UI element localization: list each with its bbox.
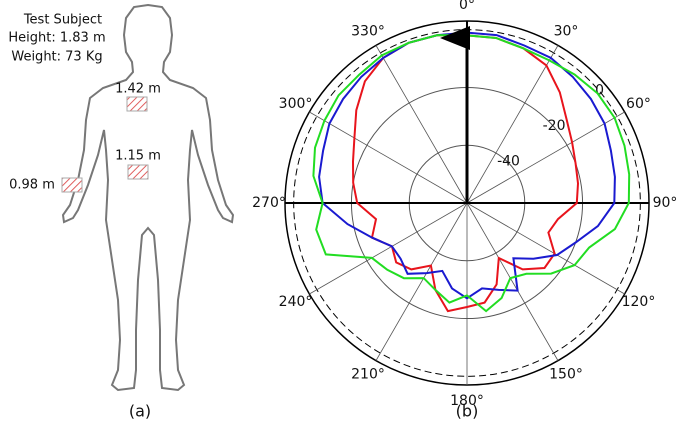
r-tick-label: -40: [497, 153, 520, 169]
sensor-patch: [127, 97, 147, 111]
panel-caption: (a): [129, 402, 151, 421]
theta-tick-label: 120°: [622, 294, 656, 310]
theta-grid-line: [376, 45, 467, 203]
theta-grid-line: [309, 203, 467, 294]
theta-tick-label: 150°: [549, 366, 583, 382]
r-tick-label: -20: [543, 118, 566, 134]
theta-tick-label: 60°: [626, 96, 651, 112]
sensor-label: 1.15 m: [115, 149, 161, 164]
sensor-label: 0.98 m: [9, 178, 55, 193]
theta-tick-label: 0°: [459, 0, 475, 13]
theta-grid-line: [467, 203, 625, 294]
theta-grid-line: [467, 203, 558, 361]
sensor-label: 1.42 m: [115, 82, 161, 97]
theta-tick-label: 30°: [554, 24, 579, 40]
sensor-patch: [62, 178, 82, 192]
theta-tick-label: 270°: [252, 195, 286, 211]
subject-label: Test Subject: [23, 13, 102, 28]
theta-tick-label: 330°: [351, 24, 385, 40]
theta-tick-label: 210°: [351, 366, 385, 382]
theta-tick-label: 180°: [450, 393, 484, 409]
theta-tick-label: 300°: [279, 96, 313, 112]
weight-label: Weight: 73 Kg: [11, 50, 102, 65]
theta-grid-line: [309, 112, 467, 203]
theta-tick-label: 90°: [653, 195, 678, 211]
polar-plot: -40-2000°30°60°90°120°150°180°210°240°27…: [252, 0, 677, 409]
figure: Test Subject Height: 1.83 m Weight: 73 K…: [0, 0, 678, 432]
sensor-patch: [128, 165, 148, 179]
height-label: Height: 1.83 m: [8, 31, 105, 46]
theta-grid-line: [376, 203, 467, 361]
theta-tick-label: 240°: [279, 294, 313, 310]
